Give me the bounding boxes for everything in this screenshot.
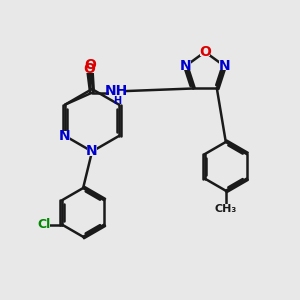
- Text: O: O: [85, 58, 97, 72]
- Text: N: N: [86, 145, 98, 158]
- Bar: [109, 86, 124, 96]
- Bar: [84, 64, 94, 74]
- Bar: [60, 131, 70, 140]
- Text: CH₃: CH₃: [215, 204, 237, 214]
- Text: O: O: [83, 62, 95, 76]
- Text: N: N: [59, 129, 71, 143]
- Bar: [181, 61, 190, 70]
- Text: Cl: Cl: [37, 218, 50, 231]
- Bar: [218, 204, 234, 213]
- Bar: [87, 147, 97, 156]
- Bar: [200, 47, 210, 56]
- Text: NH: NH: [104, 84, 128, 98]
- Text: N: N: [180, 59, 192, 73]
- Bar: [220, 61, 229, 70]
- Text: N: N: [218, 59, 230, 73]
- Bar: [37, 220, 50, 229]
- Bar: [86, 60, 95, 69]
- Text: O: O: [199, 45, 211, 59]
- Text: H: H: [113, 96, 121, 106]
